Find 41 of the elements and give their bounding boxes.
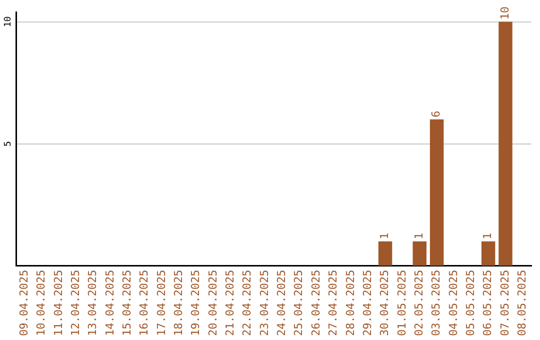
x-tick-label: 02.05.2025 <box>412 270 426 336</box>
x-tick-label: 30.04.2025 <box>378 270 392 336</box>
bar <box>412 241 426 266</box>
x-tick-label: 05.05.2025 <box>464 270 477 336</box>
x-tick-label: 27.04.2025 <box>326 270 340 336</box>
x-tick-label: 13.04.2025 <box>86 270 100 336</box>
x-tick-label: 19.04.2025 <box>189 270 202 336</box>
x-tick-label: 28.04.2025 <box>344 270 357 336</box>
x-tick-label: 07.05.2025 <box>498 270 512 336</box>
x-tick-label: 18.04.2025 <box>172 270 186 336</box>
x-tick-label: 26.04.2025 <box>309 270 322 336</box>
x-tick-label: 16.04.2025 <box>138 270 151 336</box>
data-label: 1 <box>378 232 392 240</box>
x-tick-label: 01.05.2025 <box>395 270 408 336</box>
x-tick-label: 12.04.2025 <box>68 270 82 336</box>
y-tick-label: 5 <box>3 141 14 146</box>
bar <box>481 241 496 266</box>
x-tick-label: 23.04.2025 <box>258 270 271 336</box>
x-tick-label: 15.04.2025 <box>120 270 134 336</box>
x-tick-label: 11.04.2025 <box>52 270 65 336</box>
x-tick-label: 04.05.2025 <box>446 270 460 336</box>
data-label: 1 <box>481 232 494 240</box>
x-tick-label: 21.04.2025 <box>224 270 237 336</box>
bar <box>378 241 392 266</box>
data-label: 1 <box>412 232 426 240</box>
bar <box>498 22 512 266</box>
x-tick-label: 25.04.2025 <box>292 270 306 336</box>
x-tick-label: 29.04.2025 <box>360 270 374 336</box>
x-tick-label: 24.04.2025 <box>275 270 288 336</box>
x-tick-label: 10.04.2025 <box>34 270 48 336</box>
x-tick-label: 08.05.2025 <box>516 270 529 336</box>
data-label: 10 <box>498 6 512 20</box>
x-tick-label: 09.04.2025 <box>17 270 30 336</box>
data-label: 6 <box>430 110 443 118</box>
x-tick-label: 06.05.2025 <box>481 270 494 336</box>
x-tick-label: 14.04.2025 <box>103 270 116 336</box>
x-tick-label: 20.04.2025 <box>206 270 220 336</box>
bar <box>430 119 444 266</box>
x-tick-label: 03.05.2025 <box>430 270 443 336</box>
x-tick-label: 17.04.2025 <box>154 270 168 336</box>
x-tick-label: 22.04.2025 <box>240 270 254 336</box>
